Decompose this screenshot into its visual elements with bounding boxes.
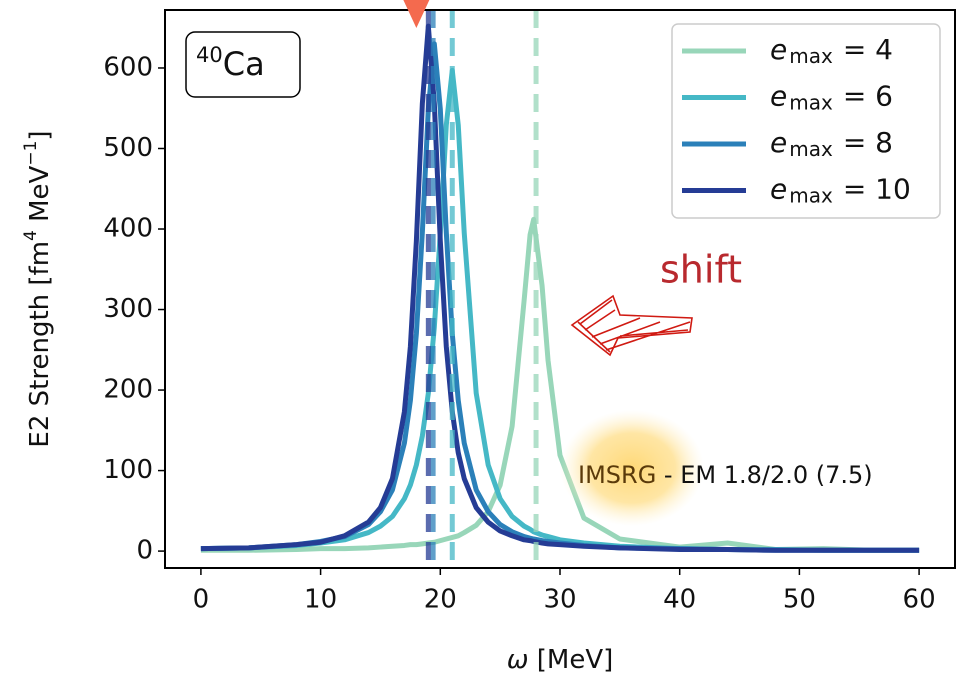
- y-tick-label: 500: [103, 133, 153, 163]
- legend-rest: = 8: [843, 126, 893, 159]
- y-label-b: MeV: [25, 165, 55, 230]
- nucleus-label: 40Ca: [185, 31, 301, 98]
- y-label-c: ]: [25, 130, 55, 140]
- glow: [560, 410, 704, 526]
- omega: ω: [507, 645, 529, 673]
- method-annotation: IMSRG - EM 1.8/2.0 (7.5): [578, 461, 873, 489]
- legend-label: e max = 6: [770, 80, 893, 115]
- method-detail: - EM 1.8/2.0 (7.5): [656, 461, 872, 489]
- series-line: [200, 23, 920, 553]
- series-line: [200, 216, 920, 553]
- arrow-outline: [570, 294, 693, 357]
- arrow-hatch: [577, 299, 691, 353]
- x-tick-label: 30: [543, 585, 576, 615]
- shift-annotation: shift: [660, 248, 742, 292]
- y-label-sup1: 4: [21, 230, 41, 241]
- legend-sub: max: [789, 90, 833, 114]
- x-tick-label: 40: [663, 585, 696, 615]
- x-unit: [MeV]: [529, 645, 614, 673]
- legend-label: e max = 4: [770, 33, 893, 68]
- mass-number: 40: [196, 43, 223, 67]
- legend-rest: = 6: [843, 80, 893, 113]
- method-name: IMSRG: [578, 461, 656, 489]
- shift-arrow: [570, 294, 693, 357]
- nucleus-text: 40Ca: [196, 43, 265, 83]
- y-tick-label: 100: [103, 455, 153, 485]
- x-axis-label: ω [MeV]: [507, 645, 614, 673]
- legend-rest: = 10: [843, 173, 911, 206]
- marker: [403, 0, 430, 28]
- x-tick-label: 50: [783, 585, 816, 615]
- y-tick-label: 0: [136, 536, 153, 566]
- legend-sub: max: [789, 183, 833, 207]
- legend-sub: max: [789, 137, 833, 161]
- x-tick-label: 60: [903, 585, 936, 615]
- legend-label: e max = 8: [770, 126, 893, 161]
- legend-var: e: [770, 33, 787, 66]
- legend-sub: max: [789, 44, 833, 68]
- nucleus-box: [185, 31, 301, 98]
- y-label-a: E2 Strength [fm: [25, 241, 55, 448]
- y-label-sup2: −1: [21, 141, 41, 166]
- legend-rest: = 4: [843, 33, 893, 66]
- y-tick-label: 300: [103, 294, 153, 324]
- legend-var: e: [770, 126, 787, 159]
- legend-var: e: [770, 80, 787, 113]
- x-tick-label: 0: [193, 585, 210, 615]
- element: Ca: [223, 45, 265, 83]
- x-tick-label: 20: [424, 585, 457, 615]
- legend-label: e max = 10: [770, 173, 911, 208]
- x-tick-label: 10: [304, 585, 337, 615]
- legend: e max = 4e max = 6e max = 8e max = 10: [671, 23, 941, 219]
- y-tick-label: 400: [103, 214, 153, 244]
- y-axis-label: E2 Strength [fm4 MeV−1]: [21, 130, 55, 447]
- y-tick-label: 600: [103, 52, 153, 82]
- legend-box: [671, 23, 941, 219]
- legend-var: e: [770, 173, 787, 206]
- y-tick-label: 200: [103, 375, 153, 405]
- plot-area: [200, 10, 920, 568]
